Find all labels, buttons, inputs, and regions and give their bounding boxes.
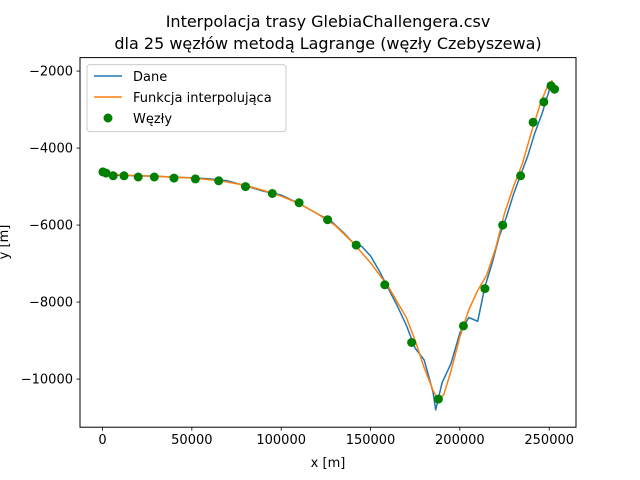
- x-tick-label: 50000: [171, 433, 212, 448]
- node-point: [480, 284, 490, 294]
- node-point: [323, 215, 333, 225]
- x-tick-label: 250000: [524, 433, 574, 448]
- node-point: [433, 394, 443, 404]
- node-point: [351, 240, 361, 250]
- node-point: [516, 171, 526, 181]
- node-point: [294, 198, 304, 208]
- node-point: [380, 280, 390, 290]
- y-axis-label: y [m]: [0, 225, 12, 260]
- node-point: [108, 171, 118, 181]
- chart-title-line2: dla 25 węzłów metodą Lagrange (węzły Cze…: [114, 34, 541, 53]
- legend: Dane Funkcja interpolująca Węzły: [86, 64, 287, 133]
- y-tick-label: −10000: [21, 373, 73, 388]
- x-tick-label: 200000: [435, 433, 485, 448]
- x-tick-label: 100000: [256, 433, 306, 448]
- y-tick-label: −2000: [29, 65, 73, 80]
- y-tick-label: −8000: [29, 296, 73, 311]
- chart-title-line1: Interpolacja trasy GlebiaChallengera.csv: [166, 12, 491, 31]
- legend-label-data: Dane: [133, 70, 167, 85]
- y-tick-label: −4000: [29, 142, 73, 157]
- node-point: [214, 176, 224, 186]
- node-point: [458, 321, 468, 331]
- x-tick-label: 150000: [346, 433, 396, 448]
- node-point: [407, 338, 417, 347]
- node-point: [528, 117, 538, 127]
- node-point: [133, 172, 143, 182]
- node-point: [190, 174, 200, 184]
- legend-nodes-marker: [103, 113, 113, 123]
- node-point: [169, 173, 179, 183]
- x-tick-label: 0: [98, 433, 106, 448]
- node-point: [119, 171, 129, 181]
- y-tick-label: −6000: [29, 219, 73, 234]
- y-axis: −10000 −8000 −6000 −4000 −2000: [21, 65, 80, 388]
- node-point: [101, 168, 111, 178]
- x-axis-label: x [m]: [311, 456, 346, 471]
- legend-box: [86, 64, 287, 133]
- node-point: [539, 97, 549, 107]
- x-axis: 0 50000 100000 150000 200000 250000: [98, 427, 574, 448]
- legend-label-nodes: Węzły: [133, 112, 172, 127]
- node-point: [149, 172, 159, 182]
- node-point: [267, 189, 277, 198]
- node-point: [241, 182, 250, 192]
- axes-frame: [79, 57, 577, 428]
- node-point: [550, 84, 560, 94]
- legend-label-interpolation: Funkcja interpolująca: [133, 91, 272, 106]
- node-point: [498, 220, 508, 230]
- plot-area: [98, 79, 560, 411]
